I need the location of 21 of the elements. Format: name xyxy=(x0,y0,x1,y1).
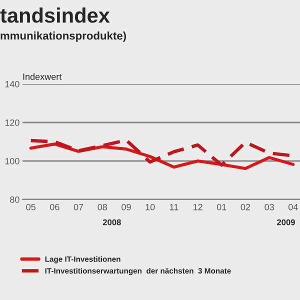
x-tick-label: 04 xyxy=(288,204,298,210)
chart-title: tandsindex xyxy=(0,8,110,23)
x-tick-label: 06 xyxy=(50,204,60,210)
y-tick-label: 100 xyxy=(5,158,20,164)
x-tick-label: 09 xyxy=(122,204,131,210)
y-tick-label: 120 xyxy=(5,119,20,126)
text: 2008 xyxy=(102,219,121,226)
y-tick-label: 80 xyxy=(10,196,20,203)
x-tick-label: 11 xyxy=(170,204,178,210)
x-tick-label: 02 xyxy=(240,204,250,210)
x-tick-label: 07 xyxy=(74,204,84,210)
x-tick-label: 03 xyxy=(264,204,274,210)
x-tick-label: 01 xyxy=(216,204,226,210)
chart-subtitle: mmunikationsprodukte) xyxy=(0,32,126,42)
x-tick-label: 10 xyxy=(146,204,155,210)
y-tick-label: 140 xyxy=(5,80,20,88)
x-tick-label: 08 xyxy=(98,204,108,210)
y-axis-title: Indexwert xyxy=(23,73,62,80)
text: 2009 xyxy=(277,219,295,226)
x-tick-label: 05 xyxy=(26,204,36,210)
x-tick-label: 12 xyxy=(193,204,202,210)
